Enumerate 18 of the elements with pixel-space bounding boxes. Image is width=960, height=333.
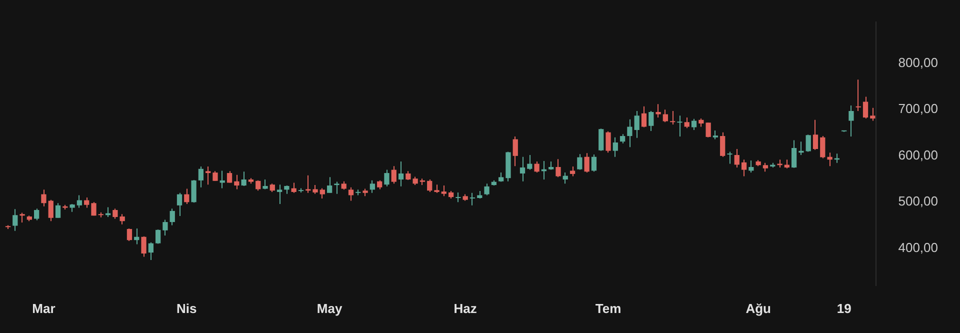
x-tick-label: Nis <box>176 300 197 316</box>
candlestick <box>677 116 682 136</box>
y-tick-label: 800,00 <box>898 55 938 70</box>
x-tick-label: Mar <box>32 300 56 316</box>
candlestick <box>856 80 861 112</box>
x-tick-label: Tem <box>595 300 622 316</box>
candlestick <box>306 175 311 193</box>
candlestick <box>470 192 476 206</box>
y-tick-label: 700,00 <box>898 101 938 116</box>
y-tick-label: 400,00 <box>898 240 938 255</box>
candlestick <box>727 152 732 164</box>
x-tick-label: Haz <box>454 300 478 316</box>
y-tick-label: 600,00 <box>898 147 938 162</box>
y-tick-label: 500,00 <box>898 194 938 209</box>
x-tick-label: Ağu <box>746 300 772 316</box>
x-tick-label: 19 <box>836 300 852 316</box>
x-tick-label: May <box>316 300 343 316</box>
candlestick <box>670 111 676 124</box>
